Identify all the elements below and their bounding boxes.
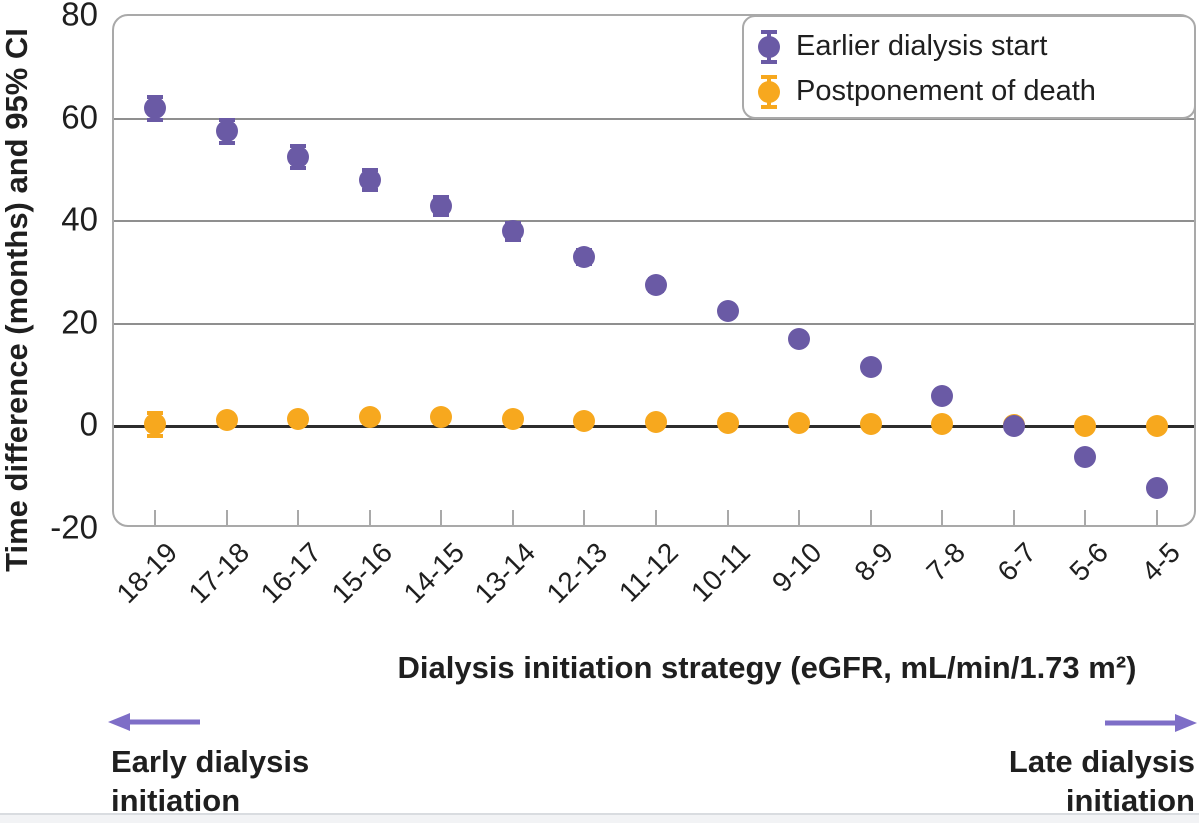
- legend-label: Postponement of death: [796, 75, 1096, 107]
- series-dot-icon: [501, 408, 524, 431]
- gridline: [114, 220, 1194, 223]
- gridline: [114, 322, 1194, 325]
- x-category-label: 16-17: [254, 536, 327, 610]
- x-category-label: 13-14: [468, 536, 542, 610]
- x-category-label: 18-19: [110, 536, 184, 610]
- legend-item-postponement-of-death: Postponement of death: [754, 69, 1194, 114]
- series-dot-icon: [430, 194, 453, 217]
- x-tick: [655, 510, 657, 525]
- error-bar-cap: [761, 29, 777, 34]
- annotation-late-dialysis-initiation: Late dialysis initiation: [1009, 743, 1195, 821]
- x-category-label: 8-9: [848, 536, 900, 588]
- x-axis-label: Dialysis initiation strategy (eGFR, mL/m…: [397, 650, 1137, 685]
- series-dot-icon: [931, 413, 954, 436]
- series-dot-icon: [716, 299, 739, 322]
- x-category-label: 7-8: [920, 536, 971, 588]
- earlier-dialysis-marker-icon: [754, 27, 784, 67]
- x-tick: [869, 510, 872, 525]
- x-category-label: 12-13: [540, 536, 613, 610]
- error-bar-cap: [761, 74, 777, 79]
- series-dot-icon: [573, 246, 596, 269]
- legend-label: Earlier dialysis start: [796, 30, 1048, 62]
- y-tick-label: 20: [61, 303, 98, 341]
- series-dot-icon: [716, 411, 739, 434]
- y-tick-label: 60: [61, 98, 98, 136]
- error-bar-cap: [147, 118, 163, 123]
- x-category-label: 6-7: [991, 536, 1043, 588]
- gridline: [114, 117, 1194, 120]
- x-tick: [1156, 510, 1158, 525]
- error-bar-cap: [761, 59, 777, 64]
- series-dot-icon: [287, 407, 310, 430]
- series-dot-icon: [758, 35, 780, 58]
- x-category-label: 17-18: [182, 536, 256, 610]
- series-dot-icon: [1074, 414, 1097, 437]
- x-tick: [1084, 510, 1087, 525]
- right-arrow-icon: [1105, 714, 1197, 732]
- annotation-line: initiation: [1065, 782, 1195, 818]
- annotation-early-dialysis-initiation: Early dialysis initiation: [111, 743, 309, 821]
- x-tick: [726, 510, 729, 525]
- series-dot-icon: [1002, 415, 1025, 438]
- y-tick-label: 40: [61, 200, 98, 238]
- left-arrow-icon: [108, 713, 200, 731]
- series-dot-icon: [1146, 414, 1168, 437]
- x-category-label: 9-10: [766, 536, 828, 599]
- legend-item-earlier-dialysis: Earlier dialysis start: [754, 24, 1194, 69]
- x-tick: [440, 510, 443, 525]
- y-tick-label: 0: [79, 405, 98, 443]
- error-bar-cap: [218, 140, 235, 145]
- x-category-label: 14-15: [397, 536, 470, 610]
- error-bar-cap: [761, 104, 777, 109]
- series-dot-icon: [758, 80, 780, 103]
- error-bar-cap: [147, 411, 163, 416]
- series-dot-icon: [358, 169, 381, 192]
- bottom-edge-strip: [0, 813, 1199, 823]
- series-dot-icon: [144, 97, 166, 120]
- series-dot-icon: [1146, 476, 1168, 499]
- series-dot-icon: [931, 384, 954, 407]
- x-category-label: 4-5: [1134, 536, 1186, 588]
- annotation-line: initiation: [111, 782, 241, 818]
- series-dot-icon: [215, 409, 238, 432]
- y-tick-label: 80: [61, 0, 98, 33]
- x-tick: [1012, 510, 1015, 525]
- series-dot-icon: [430, 406, 453, 429]
- x-category-label: 11-12: [613, 536, 685, 608]
- x-category-label: 5-6: [1063, 536, 1114, 588]
- x-tick: [583, 510, 586, 525]
- series-dot-icon: [859, 356, 882, 379]
- x-tick: [154, 510, 156, 525]
- legend: Earlier dialysis start Postponement of d…: [742, 15, 1196, 119]
- series-dot-icon: [1074, 446, 1097, 469]
- series-dot-icon: [788, 411, 811, 434]
- y-tick-label: -20: [50, 508, 98, 546]
- series-dot-icon: [573, 410, 596, 433]
- series-dot-icon: [215, 120, 238, 143]
- series-dot-icon: [358, 406, 381, 429]
- annotation-line: Early dialysis: [111, 744, 310, 779]
- series-dot-icon: [501, 220, 524, 243]
- x-tick: [297, 510, 300, 525]
- series-dot-icon: [859, 412, 882, 435]
- series-dot-icon: [788, 328, 811, 351]
- x-category-label: 10-11: [684, 536, 757, 608]
- error-bar-cap: [147, 433, 163, 438]
- error-bar-cap: [218, 118, 235, 123]
- series-dot-icon: [144, 413, 166, 436]
- series-dot-icon: [645, 274, 667, 297]
- series-dot-icon: [287, 146, 310, 169]
- x-tick: [941, 510, 944, 525]
- series-dot-icon: [645, 411, 667, 434]
- x-tick: [798, 510, 801, 525]
- error-bar-cap: [147, 94, 163, 99]
- x-tick: [511, 510, 514, 525]
- annotation-line: Late dialysis: [1008, 744, 1195, 779]
- x-category-label: 15-16: [325, 536, 399, 610]
- postponement-marker-icon: [754, 72, 784, 112]
- x-tick: [225, 510, 228, 525]
- x-tick: [368, 510, 371, 525]
